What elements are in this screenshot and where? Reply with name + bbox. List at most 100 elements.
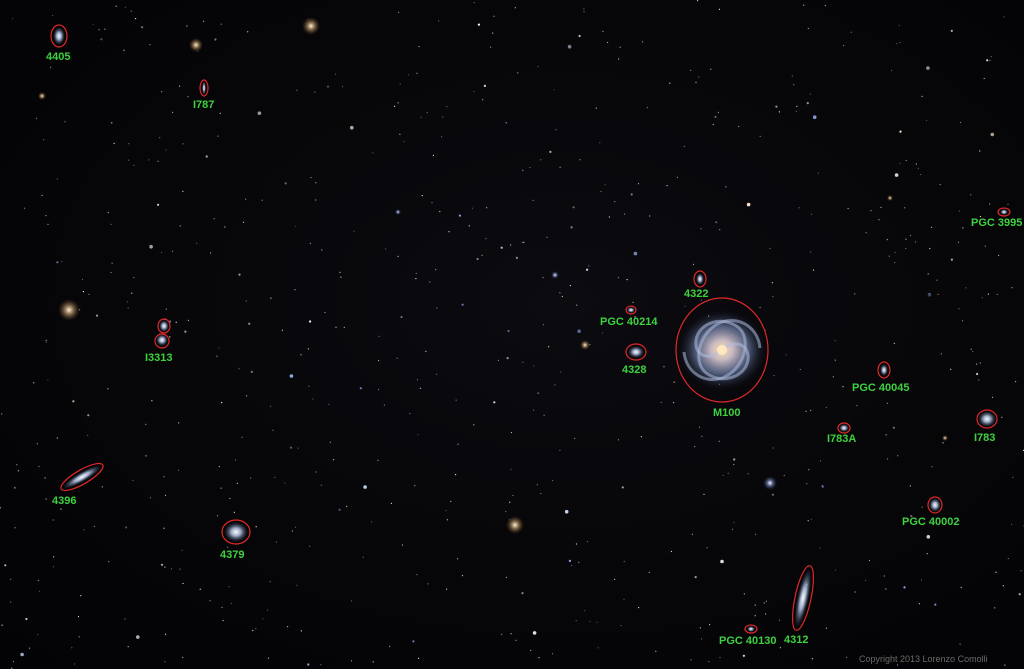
- background-star: [507, 329, 510, 333]
- label-m100: M100: [713, 407, 741, 419]
- background-star: [419, 387, 422, 389]
- background-star: [795, 110, 797, 112]
- background-star: [589, 620, 591, 622]
- background-star: [595, 107, 597, 109]
- background-star: [676, 176, 679, 178]
- background-star: [145, 423, 147, 425]
- background-star: [569, 284, 572, 287]
- background-star: [165, 308, 167, 310]
- bright-star: [302, 17, 320, 35]
- bright-star: [942, 435, 948, 441]
- background-star: [718, 440, 720, 442]
- background-star: [389, 645, 391, 647]
- background-star: [694, 446, 696, 448]
- background-star: [242, 221, 245, 223]
- background-star: [309, 320, 312, 323]
- background-star: [892, 426, 896, 429]
- background-star: [426, 111, 428, 114]
- background-star: [811, 658, 814, 660]
- background-star: [546, 236, 548, 238]
- background-star: [284, 482, 286, 484]
- background-star: [157, 160, 159, 162]
- background-star: [929, 247, 931, 250]
- background-star: [905, 238, 907, 240]
- background-star: [320, 664, 322, 666]
- background-star: [1011, 287, 1013, 289]
- background-star: [812, 269, 815, 271]
- background-star: [309, 545, 311, 547]
- background-star: [439, 210, 441, 213]
- background-star: [522, 241, 524, 243]
- marker-i783: [976, 409, 998, 429]
- background-star: [958, 520, 960, 522]
- background-star: [883, 575, 886, 577]
- background-star: [891, 70, 893, 72]
- background-star: [812, 115, 817, 119]
- background-star: [372, 152, 374, 154]
- background-star: [880, 206, 882, 208]
- background-star: [294, 289, 296, 291]
- background-star: [530, 649, 532, 652]
- galaxy-i787: [202, 81, 206, 95]
- background-star: [703, 493, 705, 495]
- background-star: [20, 652, 24, 657]
- label-pgc40130: PGC 40130: [719, 635, 776, 647]
- background-star: [514, 7, 516, 9]
- background-star: [110, 271, 112, 274]
- label-i783: I783: [974, 432, 995, 444]
- background-star: [326, 85, 330, 88]
- background-star: [82, 291, 84, 293]
- background-star: [43, 139, 45, 141]
- background-star: [141, 26, 144, 29]
- background-star: [754, 615, 756, 617]
- background-star: [899, 130, 902, 133]
- background-star: [270, 405, 272, 407]
- m100-galaxy: [678, 310, 766, 390]
- background-star: [403, 141, 405, 143]
- label-4328: 4328: [622, 364, 646, 376]
- background-star: [663, 366, 665, 368]
- background-star: [972, 350, 974, 352]
- background-star: [110, 223, 112, 225]
- marker-4396: [60, 462, 104, 492]
- galaxy-4312: [794, 568, 812, 628]
- background-star: [224, 226, 226, 228]
- background-star: [12, 660, 15, 663]
- background-star: [308, 385, 310, 387]
- background-star: [81, 278, 84, 281]
- background-star: [893, 342, 895, 344]
- background-star: [979, 150, 981, 152]
- background-star: [915, 163, 918, 165]
- background-star: [571, 564, 573, 567]
- background-star: [417, 434, 419, 436]
- background-star: [399, 83, 401, 85]
- galaxies: [53, 27, 1008, 632]
- background-star: [607, 41, 609, 44]
- background-star: [427, 583, 429, 585]
- background-star: [978, 379, 980, 381]
- background-star: [210, 252, 212, 254]
- background-star: [698, 76, 700, 78]
- background-star: [623, 560, 625, 563]
- background-star: [1003, 16, 1005, 18]
- background-star: [847, 207, 849, 210]
- background-star: [289, 374, 294, 378]
- background-star: [632, 301, 634, 303]
- background-star: [145, 455, 147, 457]
- background-star: [179, 85, 181, 87]
- background-star: [917, 167, 920, 169]
- background-star: [961, 320, 964, 322]
- background-star: [446, 588, 448, 590]
- background-star: [523, 241, 525, 243]
- background-star: [720, 559, 724, 564]
- background-star: [810, 213, 813, 215]
- background-star: [608, 216, 611, 218]
- background-star: [309, 242, 311, 244]
- background-star: [442, 116, 444, 118]
- background-star: [886, 239, 888, 241]
- background-star: [108, 561, 110, 563]
- background-star: [989, 203, 991, 205]
- background-star: [865, 232, 867, 234]
